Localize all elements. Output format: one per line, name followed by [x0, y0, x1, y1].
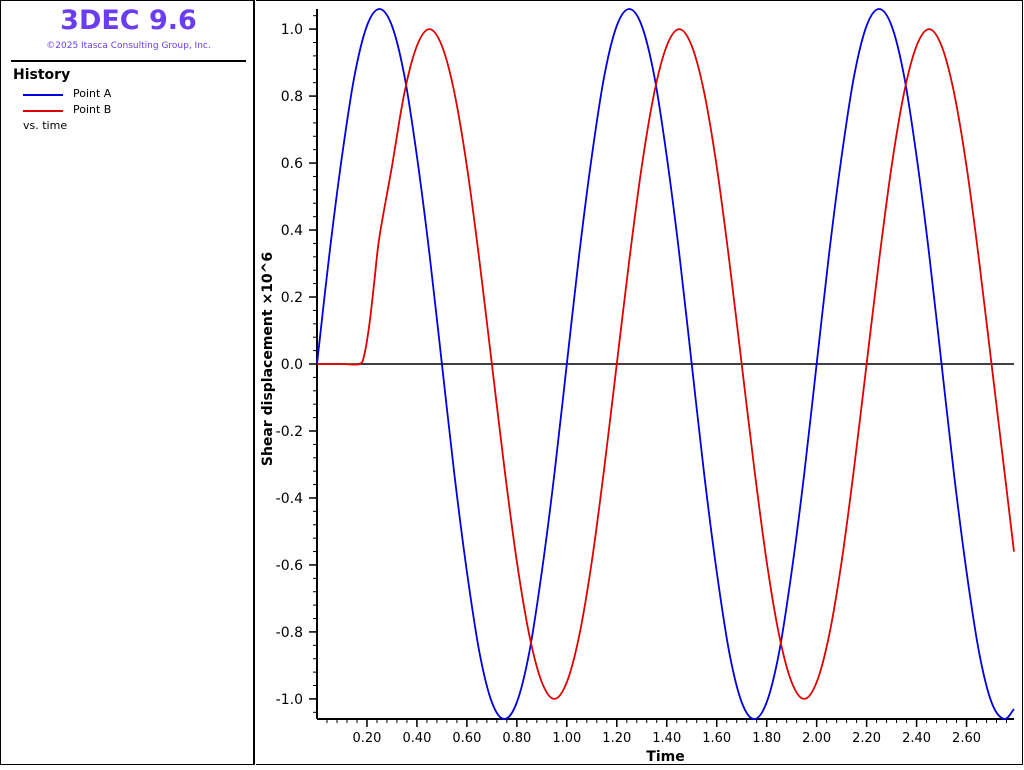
y-tick-label: -0.8	[276, 625, 303, 641]
legend-vs-label: vs. time	[23, 119, 68, 132]
x-tick-label: 2.20	[852, 731, 881, 746]
legend-divider	[11, 60, 246, 62]
app-title: 3DEC 9.6	[60, 5, 197, 36]
y-tick-label: 0.0	[281, 357, 303, 373]
legend-entry-point-b: Point B	[23, 103, 243, 117]
x-axis-label: Time	[646, 749, 684, 765]
x-tick-label: 0.80	[502, 731, 531, 746]
y-tick-label: 0.6	[281, 156, 303, 172]
x-tick-label: 2.60	[952, 731, 981, 746]
history-chart: 1.0 0.8 0.6 0.4 0.2 0.0 -0.2 -0.4 -0.6 -0.8 -1.0 0.…	[260, 8, 1015, 765]
y-tick-label: -0.6	[276, 558, 303, 574]
series-line-point-a	[316, 8, 1015, 720]
legend-label-point-b: Point B	[73, 103, 112, 116]
series-line-point-b	[316, 28, 1015, 700]
legend-swatch-point-b	[23, 110, 63, 112]
y-tick-label: 0.4	[281, 223, 303, 239]
y-axis-label: Shear displacement ×10^6	[260, 252, 276, 466]
y-tick-label: 0.2	[281, 290, 303, 306]
legend-panel: 3DEC 9.6 ©2025 Itasca Consulting Group, …	[0, 0, 255, 765]
y-tick-label: -0.4	[276, 491, 303, 507]
y-tick-label: -0.2	[276, 424, 303, 440]
legend-entry-point-a: Point A	[23, 87, 243, 101]
y-tick-label: 0.8	[281, 89, 303, 105]
x-tick-label: 1.20	[602, 731, 631, 746]
x-tick-label: 2.00	[802, 731, 831, 746]
x-tick-label: 2.40	[902, 731, 931, 746]
x-tick-label: 1.00	[552, 731, 581, 746]
legend-swatch-point-a	[23, 94, 63, 96]
x-tick-label: 1.80	[752, 731, 781, 746]
x-tick-label: 0.40	[402, 731, 431, 746]
legend-heading: History	[13, 67, 71, 83]
y-tick-label: 1.0	[281, 22, 303, 38]
x-tick-label: 0.20	[352, 731, 381, 746]
x-tick-label: 0.60	[452, 731, 481, 746]
x-tick-label: 1.40	[652, 731, 681, 746]
x-tick-label: 1.60	[702, 731, 731, 746]
y-tick-label: -1.0	[276, 692, 303, 708]
copyright-text: ©2025 Itasca Consulting Group, Inc.	[46, 41, 211, 51]
legend-label-point-a: Point A	[73, 87, 112, 100]
chart-area: 1.0 0.8 0.6 0.4 0.2 0.0 -0.2 -0.4 -0.6 -0.8 -1.0 0.…	[256, 0, 1023, 765]
